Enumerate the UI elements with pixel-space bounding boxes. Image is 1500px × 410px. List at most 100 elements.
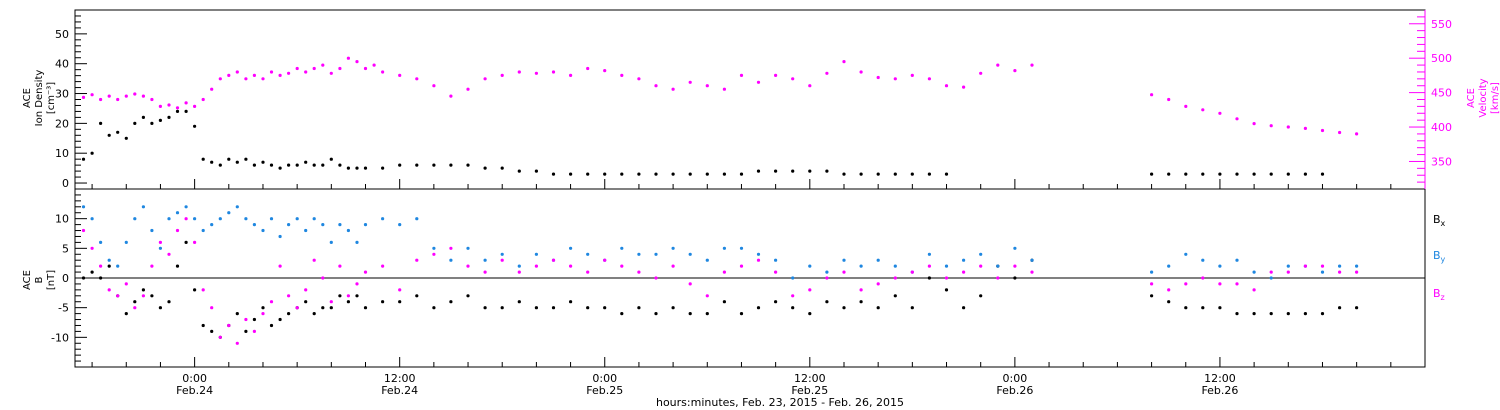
by-point xyxy=(244,217,248,221)
by-point xyxy=(201,228,205,233)
by-point xyxy=(167,217,171,221)
density-point xyxy=(620,172,624,176)
density-point xyxy=(252,163,256,167)
bz-point xyxy=(1252,288,1256,292)
velocity-point xyxy=(415,77,419,81)
density-point xyxy=(517,169,521,173)
bz-point xyxy=(90,246,94,250)
velocity-point xyxy=(654,84,658,88)
bz-point xyxy=(363,270,368,274)
velocity-point xyxy=(158,104,162,108)
bx-point xyxy=(278,317,282,322)
density-point xyxy=(534,169,539,173)
bx-point xyxy=(534,306,539,310)
by-point xyxy=(184,205,188,209)
density-point xyxy=(466,163,470,167)
bz-point xyxy=(1355,270,1359,274)
by-point xyxy=(90,217,94,221)
legend-label: B xyxy=(1433,287,1441,300)
by-point xyxy=(483,258,487,262)
velocity-point xyxy=(1355,132,1359,136)
bx-point xyxy=(1355,306,1359,310)
velocity-point xyxy=(244,77,248,81)
velocity-point xyxy=(372,63,376,67)
density-point xyxy=(1320,172,1325,176)
bx-point xyxy=(654,312,658,316)
by-point xyxy=(927,252,932,256)
bx-point xyxy=(141,288,145,292)
axes xyxy=(75,10,1426,367)
velocity-point xyxy=(688,80,692,84)
top-panel-frame xyxy=(74,9,1426,190)
density-point xyxy=(90,151,94,155)
bz-point xyxy=(107,288,111,292)
bx-point xyxy=(500,306,504,310)
bz-point xyxy=(705,294,709,298)
labels: 010203040503504004505005501050-5-100:00F… xyxy=(22,18,1500,409)
bz-point xyxy=(278,264,282,268)
panel-frames xyxy=(74,9,1426,368)
bz-point xyxy=(415,258,419,262)
bz-point xyxy=(825,276,829,280)
velocity-point xyxy=(312,66,316,71)
density-point xyxy=(654,172,658,176)
by-point xyxy=(705,258,709,262)
legend-label: B xyxy=(1433,249,1441,262)
bx-point xyxy=(167,300,171,304)
bz-point xyxy=(979,264,983,268)
bz-point xyxy=(534,264,539,268)
x-tick-date: Feb.25 xyxy=(586,384,623,397)
velocity-point xyxy=(329,71,333,75)
velocity-point xyxy=(321,63,325,67)
bx-point xyxy=(184,240,188,244)
bx-point xyxy=(150,294,154,298)
bx-point xyxy=(483,306,487,310)
density-axis-title: Ion Density xyxy=(34,70,45,127)
x-tick-time: 0:00 xyxy=(1003,372,1028,385)
by-series xyxy=(81,205,1359,280)
bx-point xyxy=(944,288,949,292)
density-point xyxy=(739,172,744,176)
by-point xyxy=(654,252,658,256)
by-point xyxy=(321,223,325,227)
bz-point xyxy=(551,258,556,262)
by-point xyxy=(278,234,282,239)
bz-point xyxy=(381,264,385,268)
density-point xyxy=(944,172,949,176)
bz-point xyxy=(910,270,914,274)
by-point xyxy=(432,246,436,250)
velocity-point xyxy=(483,77,487,81)
velocity-point xyxy=(141,94,145,98)
by-point xyxy=(1269,276,1273,280)
by-point xyxy=(671,246,675,250)
density-point xyxy=(483,166,487,170)
bz-point xyxy=(141,294,145,298)
velocity-point xyxy=(432,84,436,88)
bx-point xyxy=(193,288,197,292)
density-point xyxy=(363,166,368,170)
density-point xyxy=(808,169,812,173)
x-tick-date: Feb.26 xyxy=(996,384,1033,397)
density-point xyxy=(287,163,291,167)
bx-point xyxy=(415,294,419,298)
bx-point xyxy=(825,300,829,304)
velocity-point xyxy=(944,84,949,88)
velocity-point xyxy=(637,77,641,81)
by-point xyxy=(449,258,453,262)
x-tick-date: Feb.24 xyxy=(176,384,213,397)
bx-point xyxy=(321,306,325,310)
bx-point xyxy=(1303,312,1307,316)
bz-point xyxy=(210,306,214,310)
x-tick-time: 0:00 xyxy=(182,372,207,385)
bz-point xyxy=(175,228,180,233)
by-point xyxy=(825,270,829,274)
velocity-point xyxy=(1235,117,1239,121)
bz-point xyxy=(167,252,171,256)
velocity-point xyxy=(227,73,231,77)
bz-point xyxy=(150,264,154,268)
velocity-point xyxy=(893,77,897,81)
by-point xyxy=(252,223,256,227)
by-point xyxy=(569,246,573,250)
bx-point xyxy=(158,306,162,310)
b-tick-label: 0 xyxy=(62,272,69,285)
